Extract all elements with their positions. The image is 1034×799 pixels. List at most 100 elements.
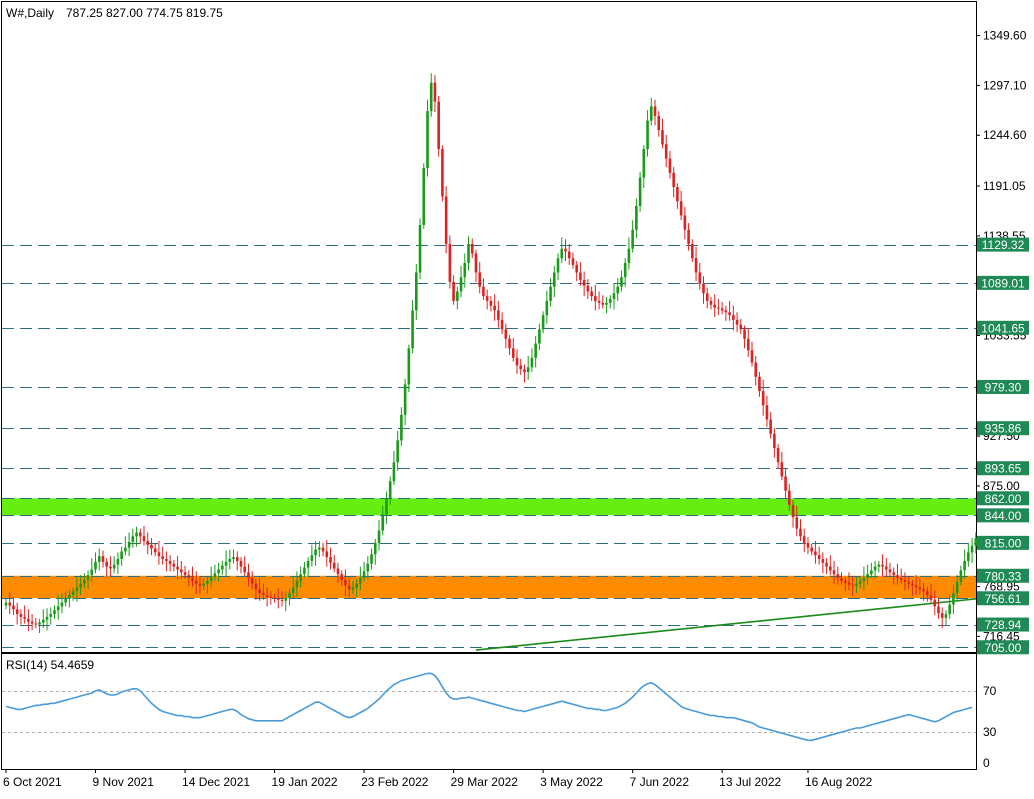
candle-body — [53, 610, 56, 615]
candle-body — [269, 596, 273, 598]
candle-body — [836, 574, 840, 578]
candle-body — [840, 577, 843, 581]
candle-body — [482, 286, 485, 297]
candle-body — [243, 566, 247, 573]
candle-body — [668, 158, 672, 173]
level-tag-bg — [977, 568, 1029, 583]
candle-body — [112, 564, 116, 569]
candle-body — [441, 149, 444, 197]
level-tag-bg — [977, 491, 1029, 506]
candle-body — [79, 583, 82, 588]
candle-body — [526, 367, 530, 373]
candle-body — [967, 552, 970, 561]
price-tick-label: 768.95 — [983, 580, 1020, 594]
candle-body — [948, 604, 951, 615]
candle-body — [60, 602, 64, 607]
candle-body — [896, 575, 899, 578]
candle-body — [560, 248, 564, 259]
candle-body — [478, 272, 482, 287]
candle-body — [38, 622, 41, 625]
candle-body — [776, 447, 780, 463]
candle-body — [817, 555, 821, 560]
level-tag-bg — [977, 640, 1029, 655]
candle-body — [325, 551, 329, 558]
candle-body — [340, 574, 343, 580]
candle-body — [814, 551, 817, 556]
time-tick-label: 9 Nov 2021 — [93, 775, 155, 789]
candle-body — [27, 618, 30, 622]
candle-body — [314, 549, 317, 556]
candle-body — [429, 82, 433, 112]
time-tick-label: 19 Jan 2022 — [272, 775, 338, 789]
candle-body — [500, 319, 504, 330]
candle-body — [86, 575, 90, 580]
candle-body — [672, 172, 675, 188]
candle-body — [30, 621, 34, 624]
candle-body — [116, 559, 120, 565]
level-tag-label: 979.30 — [985, 380, 1022, 394]
candle-body — [359, 577, 362, 584]
candle-body — [489, 300, 493, 306]
candle-body — [381, 514, 385, 531]
candle-body — [392, 462, 396, 482]
candle-body — [519, 365, 523, 370]
candle-body — [735, 319, 739, 325]
candle-body — [739, 324, 743, 330]
candle-body — [847, 582, 851, 585]
level-tag-label: 705.00 — [985, 641, 1022, 655]
candle-body — [161, 556, 164, 560]
candle-body — [168, 560, 172, 564]
zone-0 — [2, 498, 976, 516]
candle-body — [631, 229, 634, 249]
candle-body — [288, 593, 291, 598]
candle-body — [150, 544, 153, 549]
candle-body — [303, 567, 306, 575]
level-tag-label: 1089.01 — [981, 276, 1025, 290]
price-tick-label: 875.00 — [983, 479, 1020, 493]
candle-body — [676, 187, 679, 202]
candle-body — [907, 581, 910, 584]
candle-body — [64, 598, 67, 603]
candle-body — [504, 329, 508, 339]
candle-body — [310, 555, 314, 561]
candle-body — [571, 258, 575, 265]
candle-body — [597, 300, 601, 303]
candle-body — [594, 296, 597, 301]
candle-body — [732, 315, 735, 320]
time-tick-label: 29 Mar 2022 — [451, 775, 519, 789]
trendline — [475, 598, 977, 651]
level-tag-bg — [977, 617, 1029, 632]
candle-body — [761, 391, 765, 406]
candle-body — [135, 532, 138, 537]
time-axis: 6 Oct 2021 9 Nov 2021 14 Dec 2021 19 Jan 20… — [3, 769, 873, 789]
rsi-layer — [2, 672, 976, 742]
candle-body — [825, 562, 828, 567]
candle-body — [955, 581, 959, 594]
candle-body — [605, 302, 608, 305]
candle-body — [888, 569, 892, 573]
candle-body — [157, 552, 161, 557]
candle-body — [743, 329, 746, 339]
candle-body — [858, 580, 862, 584]
candle-body — [90, 569, 94, 576]
candle-body — [284, 597, 288, 601]
candle-body — [553, 272, 556, 287]
candle-body — [780, 462, 784, 477]
candle-body — [407, 348, 411, 385]
candle-body — [68, 595, 71, 599]
candle-body — [280, 599, 284, 601]
candle-body — [131, 536, 135, 542]
candle-body — [713, 304, 716, 308]
candle-body — [933, 599, 937, 607]
candle-body — [788, 490, 791, 505]
rsi-tick-label: 30 — [983, 725, 997, 739]
candle-body — [228, 559, 232, 562]
candle-body — [549, 286, 552, 301]
levels-layer — [2, 245, 976, 648]
candle-body — [698, 272, 702, 284]
candle-body — [109, 566, 112, 569]
candle-body — [34, 623, 38, 625]
candle-body — [769, 419, 772, 434]
candle-body — [19, 614, 23, 617]
time-tick-label: 16 Aug 2022 — [805, 775, 873, 789]
